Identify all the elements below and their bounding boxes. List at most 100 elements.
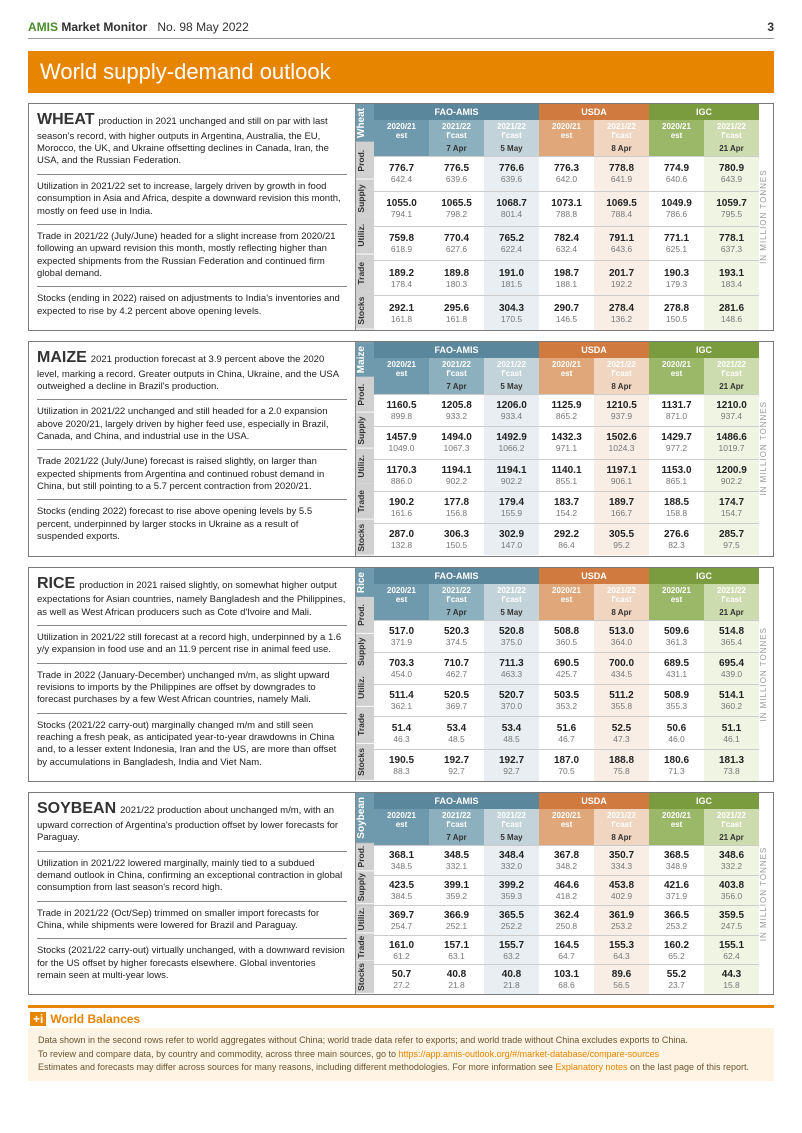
cell-subvalue: 855.1 [556,476,577,486]
vtab-commodity-name: Soybean [356,793,374,843]
data-row: 423.5384.5399.1359.2399.2359.3464.6418.2… [374,875,759,905]
cell-subvalue: 977.2 [666,443,687,453]
cell-subvalue: 865.1 [666,476,687,486]
vtab-category: Prod. [356,597,374,634]
footer-link[interactable]: https://app.amis-outlook.org/#/market-da… [399,1049,660,1059]
data-row: 1055.0794.11065.5798.21068.7801.41073.17… [374,191,759,226]
cell-subvalue: 148.6 [721,314,742,324]
cell-subvalue: 902.2 [721,476,742,486]
cell-value: 511.2 [609,690,633,701]
cell-subvalue: 132.8 [391,540,412,550]
cell-subvalue: 46.7 [558,734,575,744]
source-header: IGC [649,568,759,584]
cell-subvalue: 92.7 [503,766,520,776]
cell-subvalue: 161.8 [446,314,467,324]
cell-subvalue: 64.7 [558,951,575,961]
vtab-category: Utiliz. [356,905,374,933]
vtab-category: Supply [356,180,374,218]
cell-value: 1432.3 [551,432,582,443]
cell-value: 1194.1 [496,465,526,476]
cell-subvalue: 63.1 [448,951,465,961]
vtab-category: Stocks [356,961,374,994]
narrative-para: Stocks (2021/22 carry-out) virtually unc… [37,945,347,982]
unit-label: IN MILLION TONNES [759,793,773,994]
cell-subvalue: 97.5 [723,540,740,550]
cell-subvalue: 332.0 [501,861,522,871]
cell-value: 770.4 [444,233,469,244]
cell-value: 361.9 [609,910,634,921]
column-subheader: 7 Apr [429,831,484,845]
cell-subvalue: 637.3 [721,244,742,254]
cell-subvalue: 65.2 [668,951,685,961]
narrative-para: Utilization in 2021/22 lowered marginall… [37,858,347,895]
cell-subvalue: 622.4 [501,244,522,254]
cell-subvalue: 788.4 [611,209,632,219]
cell-value: 517.0 [389,626,414,637]
brand: AMIS [28,20,58,34]
unit-label: IN MILLION TONNES [759,568,773,782]
data-row: 1170.3886.01194.1902.21194.1902.21140.18… [374,459,759,491]
cell-value: 1170.3 [386,465,416,476]
cell-subvalue: 181.5 [501,279,522,289]
cell-subvalue: 146.5 [556,314,577,324]
cell-subvalue: 178.4 [391,279,412,289]
vtab-category: Utiliz. [356,217,374,255]
cell-value: 302.9 [499,529,524,540]
cell-subvalue: 371.9 [391,637,412,647]
cell-value: 359.5 [719,910,744,921]
commodity-title: MAIZE [37,349,87,366]
cell-subvalue: 92.7 [448,766,465,776]
cell-subvalue: 170.5 [501,314,522,324]
cell-subvalue: 15.8 [723,980,740,990]
cell-subvalue: 364.0 [611,637,632,647]
cell-value: 520.7 [499,690,524,701]
column-header: 2020/21est [374,809,429,831]
cell-value: 368.1 [389,850,414,861]
cell-subvalue: 801.4 [501,209,522,219]
cell-value: 399.2 [499,880,524,891]
column-header: 2021/22f'cast [484,584,539,606]
cell-value: 160.2 [664,940,689,951]
cell-subvalue: 23.7 [668,980,685,990]
vtab-category: Stocks [356,744,374,781]
narrative-para: Trade in 2021/22 (Oct/Sep) trimmed on sm… [37,908,347,933]
cell-subvalue: 86.4 [558,540,575,550]
cell-value: 305.5 [609,529,634,540]
cell-subvalue: 971.1 [556,443,577,453]
cell-value: 509.6 [664,626,689,637]
vtab-commodity-name: Wheat [356,104,374,142]
column-header: 2021/22f'cast [594,584,649,606]
column-header: 2020/21est [539,358,594,380]
vtab-category: Prod. [356,142,374,180]
cell-value: 1049.9 [661,198,692,209]
cell-subvalue: 370.0 [501,701,522,711]
column-header: 2021/22f'cast [594,358,649,380]
source-header: USDA [539,568,649,584]
cell-value: 1200.9 [716,465,747,476]
narrative-para: Utilization in 2021/22 still forecast at… [37,632,347,657]
section-title: World supply-demand outlook [28,51,774,93]
cell-subvalue: 180.3 [446,279,467,289]
cell-subvalue: 73.8 [723,766,740,776]
commodity-title: SOYBEAN [37,800,116,817]
cell-value: 290.7 [554,303,579,314]
source-header: IGC [649,342,759,358]
column-header: 2020/21est [649,584,704,606]
data-row: 190.588.3192.792.7192.792.7187.070.5188.… [374,749,759,781]
cell-value: 40.8 [447,969,466,980]
footer-link-notes[interactable]: Explanatory notes [555,1062,627,1072]
cell-subvalue: 786.6 [666,209,687,219]
column-header: 2021/22f'cast [594,120,649,142]
footer-band: +iWorld Balances Data shown in the secon… [28,1005,774,1081]
cell-subvalue: 374.5 [446,637,467,647]
vtab-category: Supply [356,634,374,671]
cell-subvalue: 332.1 [446,861,467,871]
column-subheader [649,831,704,845]
column-subheader [539,142,594,156]
column-header: 2021/22f'cast [429,809,484,831]
cell-subvalue: 247.5 [721,921,742,931]
cell-subvalue: 899.8 [391,411,412,421]
data-row: 190.2161.6177.8156.8179.4155.9183.7154.2… [374,491,759,523]
source-header: FAO-AMIS [374,793,539,809]
source-header: IGC [649,793,759,809]
